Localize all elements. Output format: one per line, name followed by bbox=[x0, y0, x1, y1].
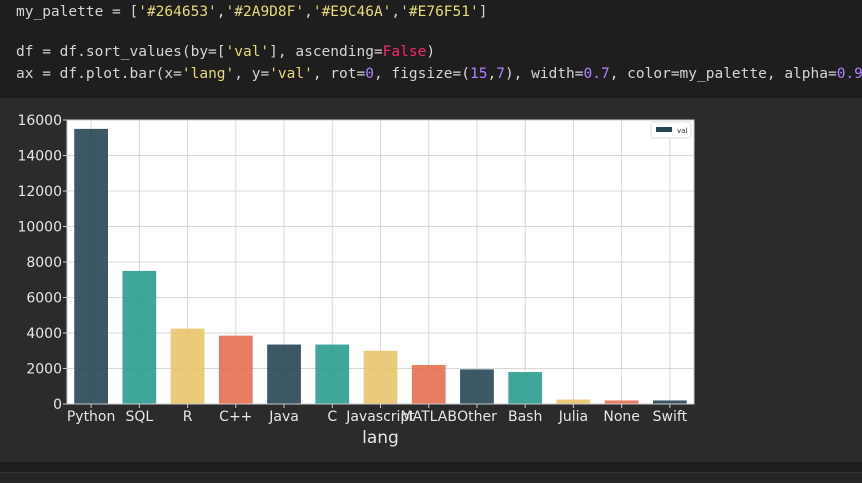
y-tick-label: 10000 bbox=[17, 220, 62, 236]
y-tick-label: 16000 bbox=[17, 113, 62, 129]
y-tick-label: 0 bbox=[53, 397, 62, 413]
code-cell[interactable]: my_palette = ['#264653','#2A9D8F','#E9C4… bbox=[0, 0, 862, 98]
code-token: ] bbox=[478, 4, 488, 20]
next-cell-edge[interactable] bbox=[0, 462, 862, 483]
x-tick-label: Swift bbox=[653, 409, 688, 425]
bar bbox=[411, 364, 446, 404]
code-token: 7 bbox=[496, 66, 505, 82]
code-token: 'lang' bbox=[181, 66, 235, 82]
code-token: ], ascending= bbox=[269, 44, 383, 60]
code-token: my_palette = [ bbox=[16, 4, 139, 20]
bar bbox=[556, 399, 591, 404]
code-token: 'val' bbox=[269, 66, 313, 82]
bar bbox=[460, 369, 494, 404]
x-tick-label: None bbox=[603, 409, 640, 425]
code-token: , y= bbox=[234, 66, 270, 82]
code-token: , bbox=[391, 4, 401, 20]
code-token: , color=my_palette, alpha= bbox=[609, 66, 837, 82]
x-tick-label: Bash bbox=[508, 409, 542, 425]
code-token: '#264653' bbox=[138, 4, 217, 20]
x-tick-label: Java bbox=[268, 409, 299, 425]
bar bbox=[218, 335, 253, 404]
code-line-sort[interactable]: df = df.sort_values(by=['val'], ascendin… bbox=[16, 43, 435, 61]
y-tick-label: 4000 bbox=[26, 326, 62, 342]
code-token: , bbox=[216, 4, 226, 20]
bar bbox=[74, 128, 108, 404]
code-token: False bbox=[382, 44, 427, 60]
code-line-palette[interactable]: my_palette = ['#264653','#2A9D8F','#E9C4… bbox=[16, 3, 487, 21]
code-token: , figsize=( bbox=[373, 66, 470, 82]
code-token: ax = df.plot.bar(x= bbox=[16, 66, 182, 82]
code-token: 15 bbox=[470, 66, 488, 82]
x-tick-label: C++ bbox=[219, 409, 252, 425]
y-tick-label: 2000 bbox=[26, 362, 62, 378]
code-token: 0.9 bbox=[836, 66, 862, 82]
code-token: , rot= bbox=[312, 66, 366, 82]
code-line-plot[interactable]: ax = df.plot.bar(x='lang', y='val', rot=… bbox=[16, 65, 862, 83]
code-token: '#2A9D8F' bbox=[225, 4, 305, 20]
bar bbox=[170, 328, 205, 404]
y-tick-label: 12000 bbox=[17, 184, 62, 200]
x-tick-label: Julia bbox=[558, 409, 588, 425]
code-token: 0 bbox=[365, 66, 374, 82]
bar bbox=[604, 400, 639, 404]
x-tick-label: R bbox=[183, 409, 193, 425]
x-tick-label: C bbox=[327, 409, 337, 425]
bar-chart: 0 2000 4000 6000 8000 10000 12000 14000 16000 Pyt… bbox=[17, 113, 695, 448]
code-token: 0.7 bbox=[583, 66, 610, 82]
y-tick-label: 6000 bbox=[26, 291, 62, 307]
y-tick-label: 8000 bbox=[26, 255, 62, 271]
x-tick-label: Python bbox=[67, 409, 116, 425]
bar bbox=[122, 270, 157, 404]
code-token: ) bbox=[426, 44, 436, 60]
code-token: '#E9C46A' bbox=[312, 4, 392, 20]
code-token: , bbox=[487, 66, 497, 82]
code-token: '#E76F51' bbox=[400, 4, 479, 20]
code-token: 'val' bbox=[225, 44, 270, 60]
code-token: , bbox=[304, 4, 313, 20]
code-token: ), width= bbox=[504, 66, 584, 82]
code-token: df = df.sort_values(by=[ bbox=[16, 44, 226, 60]
legend-label: val bbox=[677, 127, 687, 135]
x-tick-label: Other bbox=[457, 409, 497, 425]
bar bbox=[315, 344, 350, 404]
bar bbox=[653, 400, 687, 404]
x-tick-label: MATLAB bbox=[401, 409, 457, 425]
legend-swatch bbox=[656, 127, 672, 132]
bar bbox=[508, 372, 543, 404]
cell-output: 0 2000 4000 6000 8000 10000 12000 14000 16000 Pyt… bbox=[0, 98, 862, 462]
bar bbox=[267, 344, 301, 404]
x-tick-label: Javascript bbox=[345, 409, 415, 425]
bar bbox=[363, 350, 398, 404]
y-tick-label: 14000 bbox=[17, 149, 62, 165]
x-axis-label: lang bbox=[362, 428, 399, 448]
x-tick-label: SQL bbox=[125, 409, 153, 425]
